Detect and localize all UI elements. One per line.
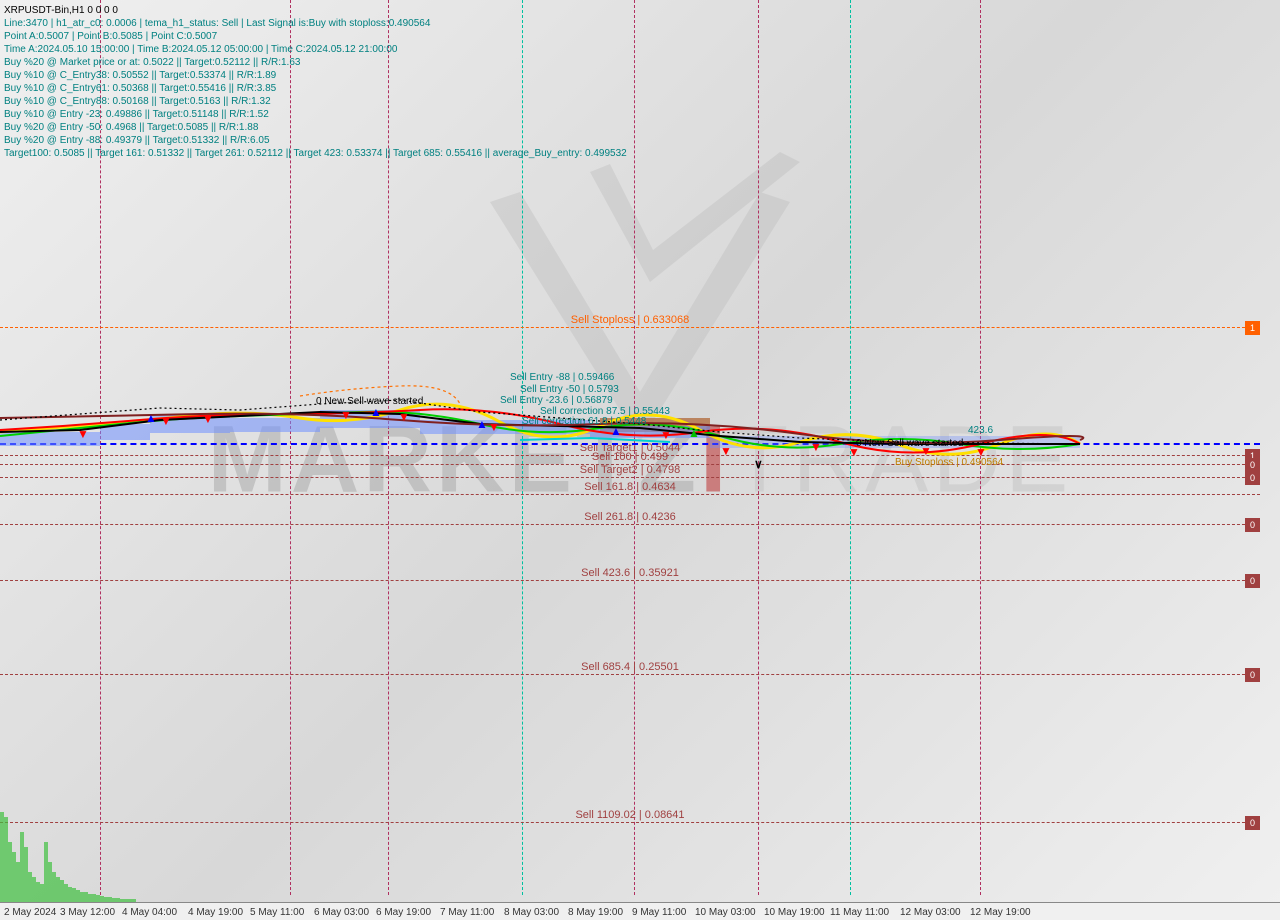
info-line: Line:3470 | h1_atr_c0: 0.0006 | tema_h1_…	[4, 17, 627, 30]
info-line: Buy %10 @ C_Entry38: 0.50552 || Target:0…	[4, 69, 627, 82]
signal-marker: ▼	[660, 428, 672, 442]
x-axis: 2 May 2024 3 May 12:00 4 May 04:00 4 May 19…	[0, 902, 1280, 920]
y-axis	[1262, 0, 1280, 902]
signal-marker: ▼	[77, 427, 89, 441]
signal-marker: ▼	[340, 408, 352, 422]
signal-marker: ▲	[370, 405, 382, 419]
info-line: Target100: 0.5085 || Target 161: 0.51332…	[4, 147, 627, 160]
chart-annotation: Sell correction 61.8 | 0.5448	[522, 416, 646, 427]
info-line: Buy %10 @ Entry -23: 0.49886 || Target:0…	[4, 108, 627, 121]
x-axis-label: 10 May 03:00	[695, 907, 756, 918]
info-line: Time A:2024.05.10 15:00:00 | Time B:2024…	[4, 43, 627, 56]
x-axis-label: 9 May 11:00	[632, 907, 686, 918]
info-line: Buy %20 @ Entry -88: 0.49379 || Target:0…	[4, 134, 627, 147]
chart-annotation: Buy Stoploss | 0.490564	[895, 457, 1003, 468]
x-axis-label: 5 May 11:00	[250, 907, 304, 918]
signal-marker: ▲	[145, 411, 157, 425]
chart-annotation: 0 New Sell wave started	[316, 396, 423, 407]
x-axis-label: 4 May 04:00	[122, 907, 177, 918]
signal-marker: ▼	[202, 412, 214, 426]
info-line: Point A:0.5007 | Point B:0.5085 | Point …	[4, 30, 627, 43]
x-axis-label: 12 May 03:00	[900, 907, 961, 918]
chart-annotation: Sell Entry -88 | 0.59466	[510, 372, 614, 383]
x-axis-label: 4 May 19:00	[188, 907, 243, 918]
x-axis-label: 8 May 03:00	[504, 907, 559, 918]
x-axis-label: 2 May 2024	[4, 907, 56, 918]
x-axis-label: 10 May 19:00	[764, 907, 825, 918]
x-axis-label: 6 May 19:00	[376, 907, 431, 918]
chart-annotation: 0 New Sell wave started	[856, 438, 963, 449]
x-axis-label: 7 May 11:00	[440, 907, 494, 918]
signal-marker: ▼	[488, 420, 500, 434]
x-axis-label: 6 May 03:00	[314, 907, 369, 918]
info-line: Buy %20 @ Market price or at: 0.5022 || …	[4, 56, 627, 69]
info-panel: XRPUSDT-Bin,H1 0 0 0 0 Line:3470 | h1_at…	[4, 4, 627, 160]
info-line: Buy %10 @ C_Entry88: 0.50168 || Target:0…	[4, 95, 627, 108]
signal-marker: ▼	[720, 444, 732, 458]
chart-annotation: Sell Entry -50 | 0.5793	[520, 384, 619, 395]
signal-marker: ▼	[398, 410, 410, 424]
signal-marker: ▲	[476, 417, 488, 431]
signal-marker: ▼	[160, 414, 172, 428]
symbol-label: XRPUSDT-Bin,H1 0 0 0 0	[4, 4, 627, 17]
x-axis-label: 12 May 19:00	[970, 907, 1031, 918]
signal-marker: ▲	[688, 426, 700, 440]
chart-container: MARKETZITRADE XRPUSDT-Bin,H1 0 0 0 0 Lin…	[0, 0, 1280, 920]
info-line: Buy %10 @ C_Entry61: 0.50368 || Target:0…	[4, 82, 627, 95]
signal-marker: ▼	[810, 440, 822, 454]
info-line: Buy %20 @ Entry -50: 0.4968 || Target:0.…	[4, 121, 627, 134]
x-axis-label: 3 May 12:00	[60, 907, 115, 918]
chart-annotation: 423.6	[968, 425, 993, 436]
x-axis-label: 11 May 11:00	[830, 907, 889, 918]
chart-annotation: Sell Entry -23.6 | 0.56879	[500, 395, 613, 406]
signal-marker: ∨	[754, 457, 763, 471]
x-axis-label: 8 May 19:00	[568, 907, 623, 918]
